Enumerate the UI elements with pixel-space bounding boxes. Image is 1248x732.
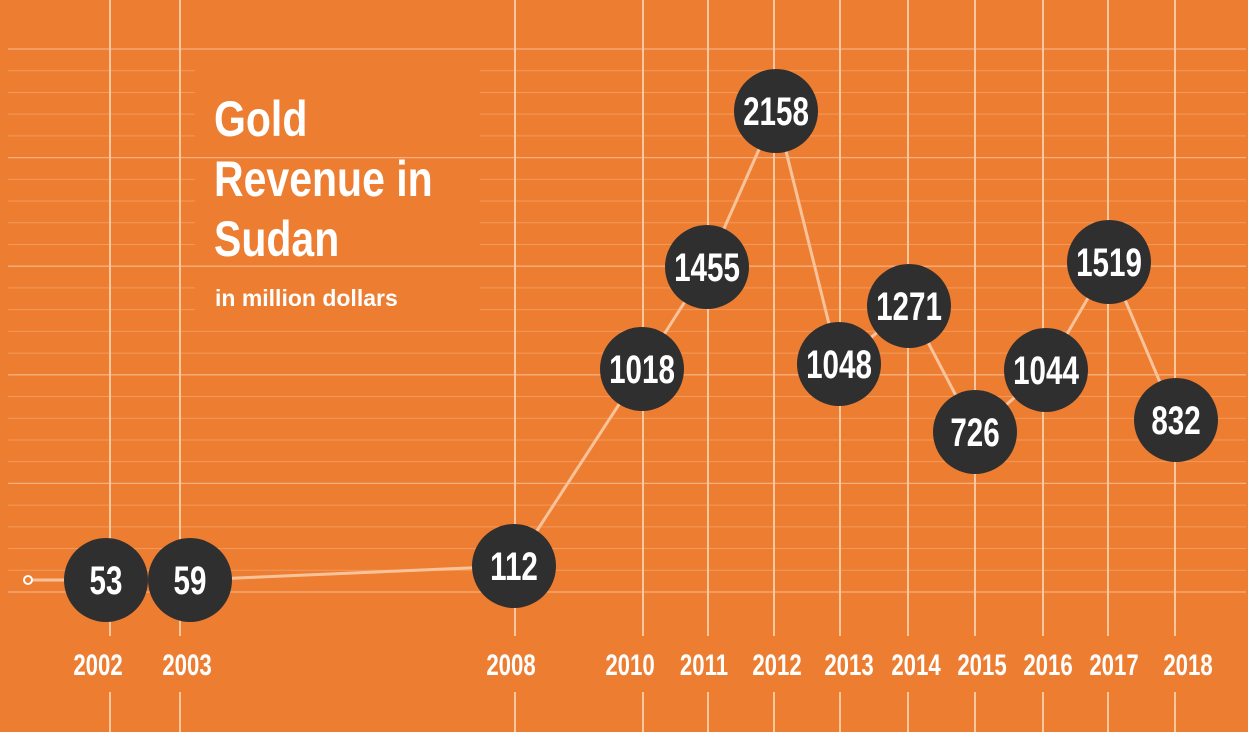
data-label: 832 — [1151, 399, 1200, 443]
data-point-2014: 1271 — [867, 264, 951, 348]
x-tick-label: 2011 — [680, 648, 728, 682]
data-marker — [472, 524, 556, 608]
origin-marker — [23, 575, 33, 585]
chart-title-line-3: Sudan — [214, 211, 339, 267]
x-tick-label: 2013 — [824, 648, 873, 682]
data-marker — [734, 69, 818, 153]
chart-subtitle: in million dollars — [215, 285, 398, 311]
x-tick-label: 2012 — [752, 648, 801, 682]
data-marker — [1134, 378, 1218, 462]
data-label: 59 — [174, 559, 207, 603]
data-point-2010: 1018 — [600, 327, 684, 411]
data-marker — [64, 538, 148, 622]
data-marker — [665, 225, 749, 309]
x-tick-label: 2017 — [1089, 648, 1138, 682]
data-label: 1455 — [674, 246, 740, 290]
data-marker — [148, 538, 232, 622]
chart-title-line-2: Revenue in — [214, 151, 433, 207]
x-tick-label: 2008 — [486, 648, 535, 682]
data-label: 726 — [950, 411, 999, 455]
data-point-2015: 726 — [933, 390, 1017, 474]
data-marker — [933, 390, 1017, 474]
x-tick-label: 2018 — [1163, 648, 1212, 682]
data-marker — [600, 327, 684, 411]
data-point-2011: 1455 — [665, 225, 749, 309]
data-point-2013: 1048 — [797, 322, 881, 406]
x-tick-label: 2003 — [162, 648, 211, 682]
data-marker — [797, 322, 881, 406]
x-axis-labels: 2002 2003 2008 2010 2011 2012 2013 2014 2015 2016… — [73, 648, 1212, 682]
data-label: 1044 — [1013, 349, 1079, 393]
data-label: 53 — [90, 559, 123, 603]
data-marker — [1067, 220, 1151, 304]
x-tick-label: 2015 — [957, 648, 1006, 682]
series-segment — [189, 564, 515, 582]
x-tick-label: 2002 — [73, 648, 122, 682]
data-label: 1519 — [1076, 241, 1142, 285]
data-point-2016: 1044 — [1004, 328, 1088, 412]
data-label: 1271 — [876, 285, 942, 329]
data-point-2002: 53 — [64, 538, 148, 622]
data-label: 2158 — [743, 90, 809, 134]
data-marker — [867, 264, 951, 348]
data-point-2018: 832 — [1134, 378, 1218, 462]
data-point-2003: 59 — [148, 538, 232, 622]
x-tick-label: 2016 — [1023, 648, 1072, 682]
x-tick-label: 2014 — [891, 648, 941, 682]
data-point-2012: 2158 — [734, 69, 818, 153]
chart-title-line-1: Gold — [214, 91, 307, 147]
x-tick-label: 2010 — [605, 648, 654, 682]
data-label: 1018 — [609, 348, 675, 392]
vertical-gridlines — [109, 0, 1176, 732]
data-point-2008: 112 — [472, 524, 556, 608]
title-block: Gold Revenue in Sudan in million dollars — [214, 91, 433, 311]
data-marker — [1004, 328, 1088, 412]
series-segment — [774, 110, 841, 365]
data-label: 1048 — [806, 343, 872, 387]
data-point-2017: 1519 — [1067, 220, 1151, 304]
data-label: 112 — [490, 545, 538, 589]
